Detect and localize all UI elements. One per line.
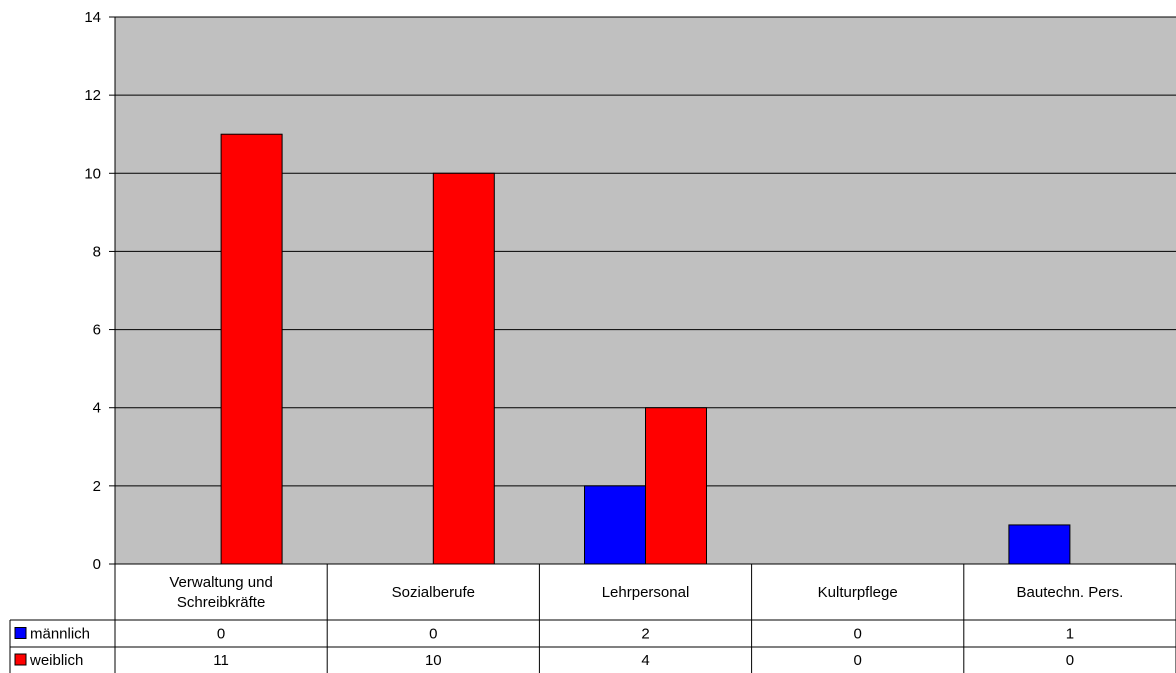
category-label: Verwaltung und xyxy=(169,574,272,591)
category-label: Schreibkräfte xyxy=(177,594,265,611)
bar-männlich-4 xyxy=(1008,524,1071,565)
category-label: Bautechn. Pers. xyxy=(1017,584,1124,601)
data-table: Verwaltung und Schreibkräfte Sozialberufe L… xyxy=(9,563,1176,673)
y-tick-label: 6 xyxy=(93,322,101,339)
table-cell-männlich-2: 2 xyxy=(641,626,649,643)
legend-key-weiblich xyxy=(14,653,27,666)
category-label: Lehrpersonal xyxy=(602,584,690,601)
table-cell-weiblich-1: 10 xyxy=(425,652,442,669)
bar-weiblich-0 xyxy=(220,133,283,565)
y-tick-label: 8 xyxy=(93,243,101,260)
table-cell-männlich-1: 0 xyxy=(429,626,437,643)
bar-weiblich-2 xyxy=(645,407,707,565)
table-cell-männlich-3: 0 xyxy=(854,626,862,643)
table-cell-männlich-0: 0 xyxy=(217,626,225,643)
table-cell-weiblich-3: 0 xyxy=(854,652,862,669)
bars xyxy=(220,133,1071,565)
legend-label-männlich: männlich xyxy=(30,626,90,643)
bar-weiblich-1 xyxy=(432,172,495,565)
legend-label-weiblich: weiblich xyxy=(29,652,83,669)
table-cell-weiblich-0: 11 xyxy=(213,652,229,669)
bar-männlich-2 xyxy=(584,485,646,565)
table-cell-männlich-4: 1 xyxy=(1066,626,1074,643)
y-tick-label: 14 xyxy=(84,9,101,26)
legend-key-männlich xyxy=(14,627,27,639)
category-label: Sozialberufe xyxy=(392,584,475,601)
category-label: Kulturpflege xyxy=(818,584,898,601)
table-cell-weiblich-4: 0 xyxy=(1066,652,1074,669)
y-tick-label: 12 xyxy=(84,87,101,104)
y-tick-label: 10 xyxy=(84,165,101,182)
table-cell-weiblich-2: 4 xyxy=(641,652,649,669)
y-tick-label: 2 xyxy=(93,478,101,495)
y-tick-label: 0 xyxy=(93,556,101,573)
y-axis: 0 2 4 6 8 10 12 14 xyxy=(84,9,116,573)
y-tick-label: 4 xyxy=(93,400,101,417)
